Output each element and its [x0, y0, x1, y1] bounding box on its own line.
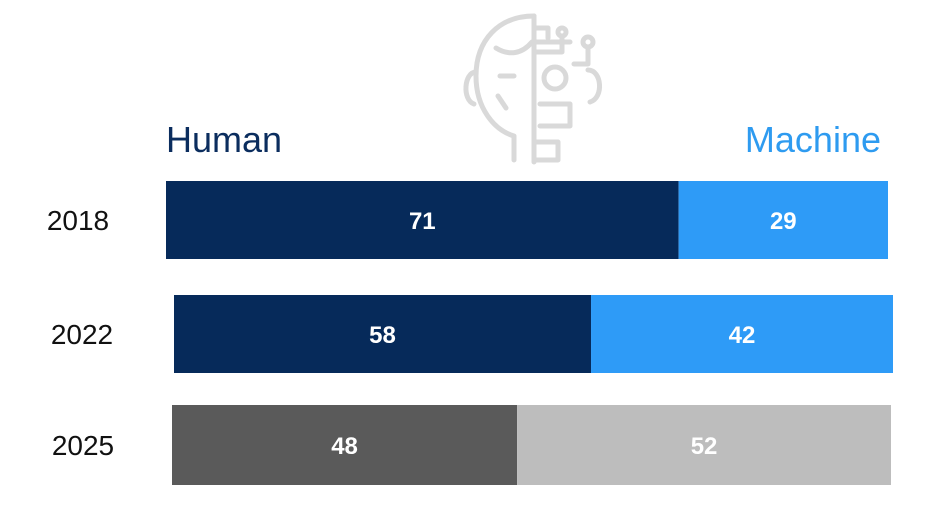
bar-human-2018	[166, 181, 679, 259]
bar-human-2025	[172, 405, 518, 485]
robot-head-icon	[463, 13, 602, 165]
value-label-human-2018: 71	[409, 208, 436, 235]
value-label-machine-2025: 52	[691, 433, 718, 460]
value-label-machine-2022: 42	[729, 322, 756, 349]
category-label-2022: 2022	[51, 319, 113, 350]
bar-human-2022	[174, 295, 592, 373]
bar-machine-2022	[591, 295, 893, 373]
category-label-2018: 2018	[47, 205, 109, 236]
value-label-human-2022: 58	[369, 322, 396, 349]
bar-machine-2025	[517, 405, 891, 485]
legend-human: Human	[166, 119, 283, 160]
category-label-2025: 2025	[52, 430, 114, 461]
legend-machine: Machine	[744, 119, 881, 160]
bar-machine-2018	[678, 181, 888, 259]
value-label-human-2025: 48	[331, 433, 358, 460]
value-label-machine-2018: 29	[770, 208, 797, 235]
